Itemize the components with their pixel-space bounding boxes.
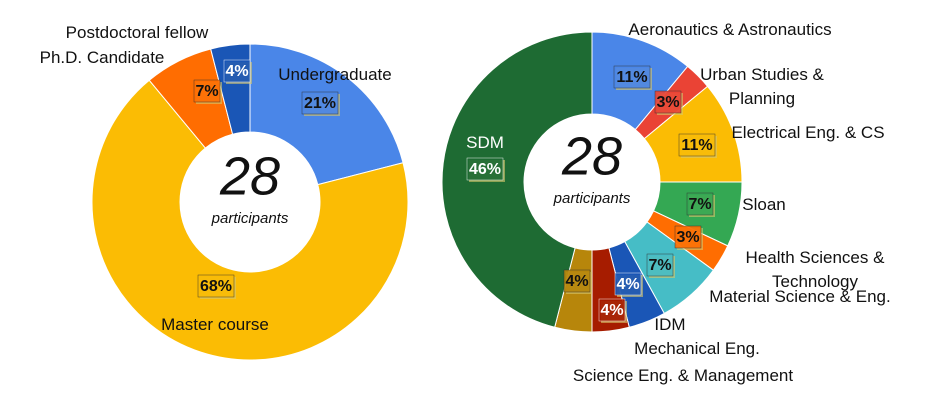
- category-label: Ph.D. Candidate: [39, 48, 165, 67]
- value-label-box: [654, 90, 682, 114]
- value-label-box: [674, 225, 702, 249]
- value-label: 21%: [304, 95, 336, 112]
- category-label: Undergraduate: [278, 65, 392, 84]
- value-label: 3%: [676, 229, 699, 246]
- value-label: 68%: [200, 278, 232, 295]
- value-label: 11%: [681, 137, 712, 154]
- center-label: participants: [553, 190, 631, 207]
- value-label: 4%: [225, 63, 248, 80]
- category-label: Urban Studies & Planning: [700, 65, 824, 108]
- value-label-box: [193, 79, 221, 103]
- value-label: 4%: [565, 273, 588, 290]
- center-total: 28: [561, 126, 622, 186]
- category-label: SDM: [466, 133, 504, 152]
- value-label-box: [678, 133, 716, 157]
- category-label: Sloan: [742, 195, 786, 214]
- value-label-box: [466, 157, 504, 181]
- value-label: 3%: [656, 94, 679, 111]
- value-label-box: [613, 65, 651, 89]
- value-label: 7%: [688, 196, 711, 213]
- value-label: 11%: [616, 69, 647, 86]
- value-label-box: [563, 269, 591, 293]
- value-label-box: [646, 253, 674, 277]
- category-label: Mechanical Eng.: [634, 339, 760, 358]
- category-label: Postdoctoral fellow: [65, 23, 209, 42]
- value-label-box: [301, 91, 339, 115]
- value-label-box: [686, 192, 714, 216]
- value-label: 7%: [195, 83, 218, 100]
- value-label: 46%: [469, 161, 501, 178]
- category-label: Master course: [161, 315, 269, 334]
- value-label: 7%: [648, 257, 671, 274]
- value-label-box: [223, 59, 251, 83]
- category-label: Health Sciences & Technology: [745, 248, 885, 291]
- category-label: Science Eng. & Management: [572, 366, 794, 385]
- value-label-box: [598, 298, 626, 322]
- value-label-box: [197, 274, 235, 298]
- center-total: 28: [219, 146, 280, 206]
- value-label: 4%: [616, 276, 639, 293]
- category-label: Electrical Eng. & CS: [731, 123, 885, 142]
- value-label: 4%: [600, 302, 623, 319]
- donut-segment: [91, 79, 409, 361]
- value-label-box: [614, 272, 642, 296]
- category-label: Material Science & Eng.: [709, 287, 891, 306]
- category-label: Aeronautics & Astronautics: [628, 20, 832, 39]
- category-label: IDM: [654, 315, 686, 334]
- donut-segment: [441, 31, 593, 328]
- center-label: participants: [211, 210, 289, 227]
